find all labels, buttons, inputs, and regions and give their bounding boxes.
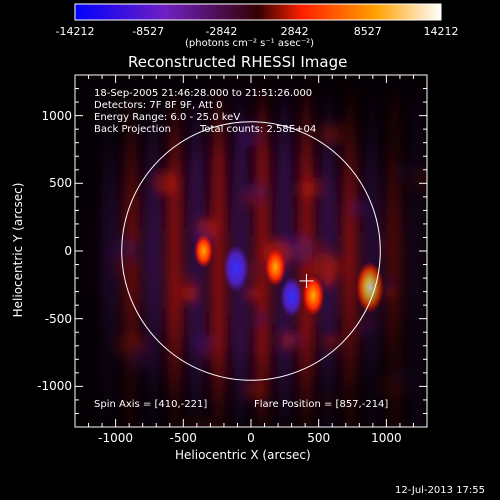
axis-ticks: [75, 75, 427, 427]
colorbar-tick-label: -14212: [55, 25, 95, 38]
colorbar-tick-label: -2842: [205, 25, 238, 38]
annotation-method: Back Projection: [94, 124, 171, 135]
x-tick-label: -1000: [98, 431, 134, 445]
x-tick-label: 0: [247, 431, 255, 445]
y-tick-label: -500: [44, 311, 72, 326]
fringe-band: [431, 93, 447, 445]
timestamp: 12-Jul-2013 17:55: [395, 485, 486, 496]
y-tick-label: 500: [49, 176, 72, 191]
fringe-blob: [446, 239, 470, 263]
x-axis-label: Heliocentric X (arcsec): [175, 448, 311, 462]
colorbar-tick-label: 8527: [353, 25, 382, 38]
annotation-energy-range: Energy Range: 6.0 - 25.0 keV: [94, 112, 241, 123]
colorbar: [74, 3, 442, 21]
fringe-blob: [443, 230, 463, 250]
spin-axis-label: Spin Axis = [410,-221]: [94, 399, 208, 410]
x-tick-label: 500: [307, 431, 331, 445]
fringe-blob: [435, 316, 459, 340]
x-tick-label: -500: [169, 431, 197, 445]
chart-title: Reconstructed RHESSI Image: [128, 53, 348, 71]
spin-axis-marker: [299, 273, 314, 288]
fringe-band: [475, 97, 491, 433]
fringe-band: [453, 95, 469, 439]
colorbar-tick-label: 2842: [280, 25, 309, 38]
fringe-band: [497, 99, 500, 427]
y-tick-label: 1000: [41, 108, 72, 123]
x-tick-label: 1000: [371, 431, 402, 445]
annotation-total-counts: Total counts: 2.58E+04: [200, 124, 317, 135]
colorbar-tick-label: 14212: [423, 25, 459, 38]
flare-position-label: Flare Position = [857,-214]: [254, 399, 389, 410]
plot-vignette: [75, 75, 427, 427]
y-axis-label: Heliocentric Y (arcsec): [11, 182, 25, 318]
y-tick-label: 0: [64, 244, 72, 258]
y-tick-label: -1000: [37, 379, 72, 394]
colorbar-units: (photons cm⁻² s⁻¹ asec⁻²): [185, 38, 315, 49]
colorbar-tick-label: -8527: [132, 25, 165, 38]
fringe-blob: [480, 357, 500, 385]
fringe-blob: [439, 306, 459, 326]
annotation-detectors: Detectors: 7F 8F 9F, Att 0: [94, 100, 223, 111]
annotation-time-range: 18-Sep-2005 21:46:28.000 to 21:51:26.000: [94, 88, 313, 99]
solar-limb-circle: [121, 121, 381, 381]
